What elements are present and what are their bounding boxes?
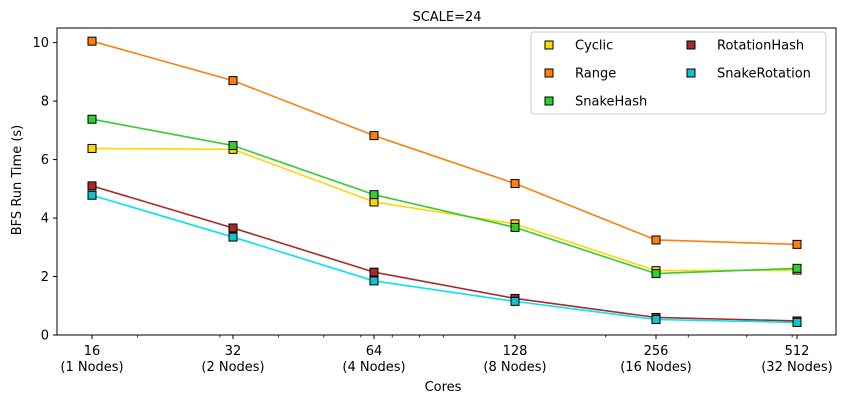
legend-label: SnakeRotation — [717, 67, 811, 82]
x-tick-label: 128 (8 Nodes) — [483, 344, 546, 375]
data-point-range — [228, 76, 238, 86]
legend-marker — [686, 68, 696, 78]
data-point-range — [651, 235, 661, 245]
y-tick-label: 6 — [41, 153, 49, 168]
data-point-snakehash — [792, 263, 802, 273]
y-axis-label: BFS Run Time (s) — [10, 125, 25, 235]
data-point-snakerotation — [510, 296, 520, 306]
data-point-cyclic — [369, 197, 379, 207]
series-line-cyclic — [91, 147, 798, 272]
chart-title: SCALE=24 — [412, 10, 481, 25]
x-tick-label: 512 (32 Nodes) — [761, 344, 833, 375]
data-point-snakerotation — [792, 317, 802, 327]
y-tick-label: 4 — [41, 212, 49, 227]
x-tick-label: 64 (4 Nodes) — [342, 344, 405, 375]
legend-box — [530, 31, 827, 115]
data-point-snakehash — [369, 190, 379, 200]
legend-marker — [544, 40, 554, 50]
plot-area: 0 2 4 6 8 10 16 (1 Nodes) 32 (2 Nodes) 64 (4 Nodes)… — [32, 27, 837, 375]
data-point-snakehash — [87, 114, 97, 124]
x-tick-label: 32 (2 Nodes) — [201, 344, 264, 375]
data-point-rotationhash — [228, 223, 238, 233]
series-line-rotationhash — [91, 185, 798, 322]
legend-label: SnakeHash — [575, 95, 647, 110]
legend-marker — [544, 96, 554, 106]
legend-item-rotationhash: RotationHash — [686, 39, 804, 54]
series-line-snakehash — [91, 118, 798, 275]
legend-label: RotationHash — [717, 39, 804, 54]
x-axis-label: Cores — [425, 380, 462, 395]
legend-item-snakerotation: SnakeRotation — [686, 67, 811, 82]
legend-label: Range — [575, 67, 616, 82]
x-tick-label: 16 (1 Nodes) — [60, 344, 123, 375]
data-point-snakerotation — [228, 232, 238, 242]
data-point-range — [792, 239, 802, 249]
data-point-range — [87, 36, 97, 46]
data-point-rotationhash — [87, 181, 97, 191]
x-tick-label: 256 (16 Nodes) — [620, 344, 692, 375]
legend-marker — [686, 40, 696, 50]
legend: Cyclic Range SnakeHash RotationHash SnakeRot… — [530, 31, 827, 115]
data-point-snakerotation — [651, 315, 661, 325]
legend-item-snakehash: SnakeHash — [544, 95, 647, 110]
data-point-cyclic — [87, 143, 97, 153]
legend-label: Cyclic — [575, 39, 613, 54]
series-line-snakerotation — [91, 194, 798, 324]
legend-item-cyclic: Cyclic — [544, 39, 613, 54]
y-tick-label: 0 — [41, 329, 49, 344]
data-point-snakerotation — [369, 276, 379, 286]
data-point-snakehash — [651, 269, 661, 279]
series-line-range — [91, 40, 798, 246]
y-tick-label: 10 — [32, 36, 49, 51]
data-point-range — [510, 179, 520, 189]
y-tick-label: 2 — [41, 270, 49, 285]
plot-frame — [56, 27, 837, 336]
legend-marker — [544, 68, 554, 78]
data-point-snakerotation — [87, 190, 97, 200]
y-tick-label: 8 — [41, 95, 49, 110]
data-point-snakehash — [228, 141, 238, 151]
legend-item-range: Range — [544, 67, 616, 82]
data-point-range — [369, 131, 379, 141]
data-point-rotationhash — [369, 267, 379, 277]
data-point-snakehash — [510, 222, 520, 232]
